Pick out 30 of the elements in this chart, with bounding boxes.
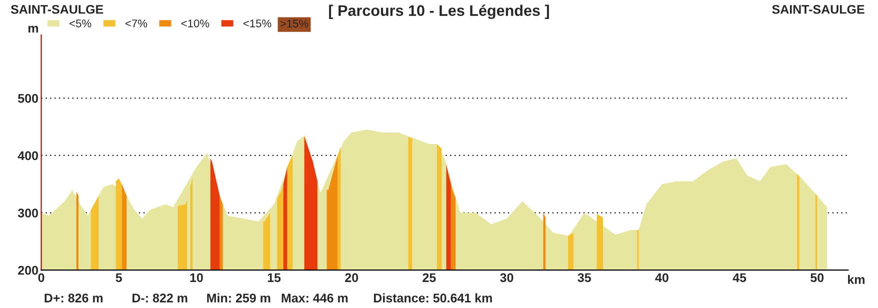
text: SAINT-SAULGE bbox=[772, 4, 864, 14]
x-tick-label: 5 bbox=[116, 273, 122, 282]
x-tick-label: 40 bbox=[655, 273, 668, 282]
text: Min: 259 m bbox=[207, 293, 270, 302]
text: SAINT-SAULGE bbox=[10, 4, 104, 14]
y-tick-label: 200 bbox=[18, 266, 38, 275]
y-tick-label: 300 bbox=[18, 208, 38, 218]
x-tick-label: 0 bbox=[38, 273, 44, 282]
x-tick-label: 10 bbox=[190, 273, 203, 282]
x-tick-label: 25 bbox=[422, 273, 436, 282]
text: Max: 446 m bbox=[282, 294, 348, 302]
chart-title: [ Parcours 10 - Les Légendes ] bbox=[329, 4, 549, 20]
x-tick-label: 45 bbox=[732, 273, 746, 282]
y-tick-label: 400 bbox=[18, 151, 38, 160]
x-tick-label: 35 bbox=[578, 273, 591, 282]
x-axis-title: km bbox=[848, 274, 864, 284]
legend-label: <10% bbox=[181, 19, 210, 28]
x-tick-label: 20 bbox=[345, 273, 358, 282]
text: D-: 822 m bbox=[132, 294, 188, 302]
text: >15% bbox=[280, 20, 308, 28]
y-tick-label: 500 bbox=[18, 94, 38, 103]
text: D+: 826 m bbox=[44, 294, 103, 302]
y-axis-title: m bbox=[28, 26, 38, 33]
text: Distance: 50.641 km bbox=[374, 293, 492, 302]
x-tick-label: 30 bbox=[500, 273, 514, 282]
x-tick-label: 15 bbox=[268, 273, 281, 282]
x-tick-label: 50 bbox=[810, 273, 824, 282]
legend-label: <7% bbox=[125, 20, 148, 28]
legend-label: <5% bbox=[70, 20, 92, 28]
legend-label: <15% bbox=[243, 20, 272, 28]
